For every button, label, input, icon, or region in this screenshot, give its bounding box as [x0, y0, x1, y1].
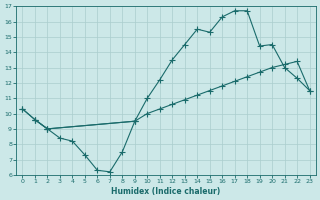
X-axis label: Humidex (Indice chaleur): Humidex (Indice chaleur) — [111, 187, 221, 196]
